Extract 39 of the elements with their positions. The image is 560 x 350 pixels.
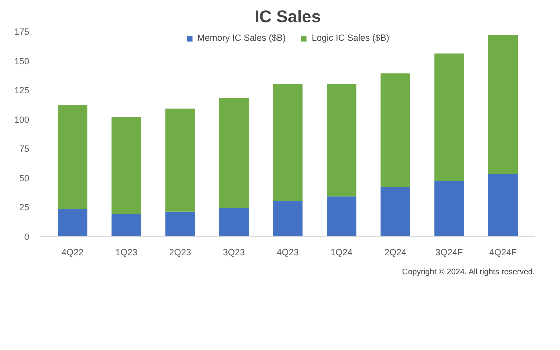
bar <box>273 201 303 236</box>
bar <box>380 187 410 236</box>
x-tick-label: 4Q24F <box>489 248 518 258</box>
chart-title: IC Sales <box>254 8 322 26</box>
text: Copyright © 2024. All rights reserved. <box>402 268 536 276</box>
x-tick-label: 1Q23 <box>116 248 138 258</box>
bar <box>58 210 88 236</box>
bar <box>112 117 142 214</box>
y-tick-label: 25 <box>19 202 30 213</box>
bar <box>434 54 464 182</box>
x-tick-label: 2Q24 <box>384 248 407 258</box>
x-tick-label: 1Q24 <box>330 248 353 258</box>
bar <box>380 74 410 188</box>
x-tick-label: 3Q23 <box>223 248 246 258</box>
bar <box>166 108 196 212</box>
bar <box>327 196 357 236</box>
bar <box>219 208 249 236</box>
legend-label: Logic IC Sales ($B) <box>312 33 390 43</box>
x-tick-label: 4Q22 <box>62 248 84 258</box>
bar <box>273 84 303 202</box>
y-tick-label: 175 <box>14 27 30 37</box>
x-tick-label: 3Q24F <box>436 248 464 258</box>
y-tick-label: 125 <box>14 86 30 96</box>
y-tick-label: 100 <box>14 114 30 125</box>
bar <box>488 35 518 174</box>
y-tick-label: 0 <box>24 232 30 242</box>
x-tick-label: 2Q23 <box>169 248 192 258</box>
legend-label: Memory IC Sales ($B) <box>197 33 286 43</box>
bar <box>488 174 518 236</box>
bar <box>112 214 142 236</box>
x-tick-label: 4Q23 <box>276 248 300 258</box>
y-tick-label: 50 <box>19 173 30 184</box>
bar <box>58 105 88 210</box>
bar <box>327 84 357 197</box>
y-tick-label: 75 <box>19 144 30 154</box>
bar <box>219 98 249 208</box>
bar <box>434 181 464 236</box>
y-tick-label: 150 <box>14 56 30 66</box>
bar <box>166 212 196 236</box>
